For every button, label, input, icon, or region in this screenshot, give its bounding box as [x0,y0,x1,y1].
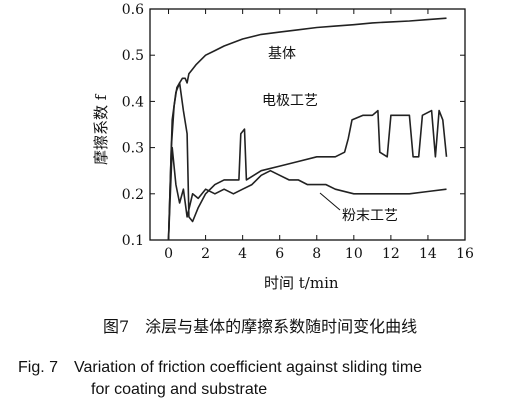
plot-frame [149,8,466,241]
y-tick-label: 0.6 [122,2,144,18]
series-powder-line [167,146,447,241]
y-axis-label: 摩擦系数 f [92,93,110,165]
x-tick-label: 6 [275,246,284,262]
caption-english-line1: Fig. 7 Variation of friction coefficient… [18,359,423,376]
x-tick-label: 12 [382,246,400,262]
x-tick-label: 4 [238,246,247,262]
series-substrate-line [167,17,447,241]
annotation-substrate: 基体 [268,45,296,62]
annotation-electrode: 电极工艺 [262,93,318,109]
y-tick-label: 0.1 [122,233,144,249]
x-axis-label: 时间 t/min [264,274,339,292]
y-tick-label: 0.2 [122,187,144,203]
x-tick-label: 0 [164,246,173,262]
x-tick-label: 2 [201,246,210,262]
friction-chart: 0.1 0.2 0.3 0.4 0.5 0.6 0 2 4 6 8 10 12 14 16 基体 电极工艺… [92,2,474,292]
y-tick-label: 0.5 [122,48,144,64]
x-tick-label: 14 [419,246,437,262]
y-tick-label: 0.4 [122,94,144,110]
annotation-powder: 粉末工艺 [342,208,398,224]
x-tick-label: 10 [345,246,363,262]
y-tick-label: 0.3 [122,141,144,157]
x-tick-label: 16 [456,246,474,262]
series-electrode-line [167,82,448,241]
x-tick-label: 8 [312,246,321,262]
caption-english-line2: for coating and substrate [91,381,268,398]
caption-chinese: 图7 涂层与基体的摩擦系数随时间变化曲线 [103,317,418,336]
annotation-powder-leader [319,192,341,211]
